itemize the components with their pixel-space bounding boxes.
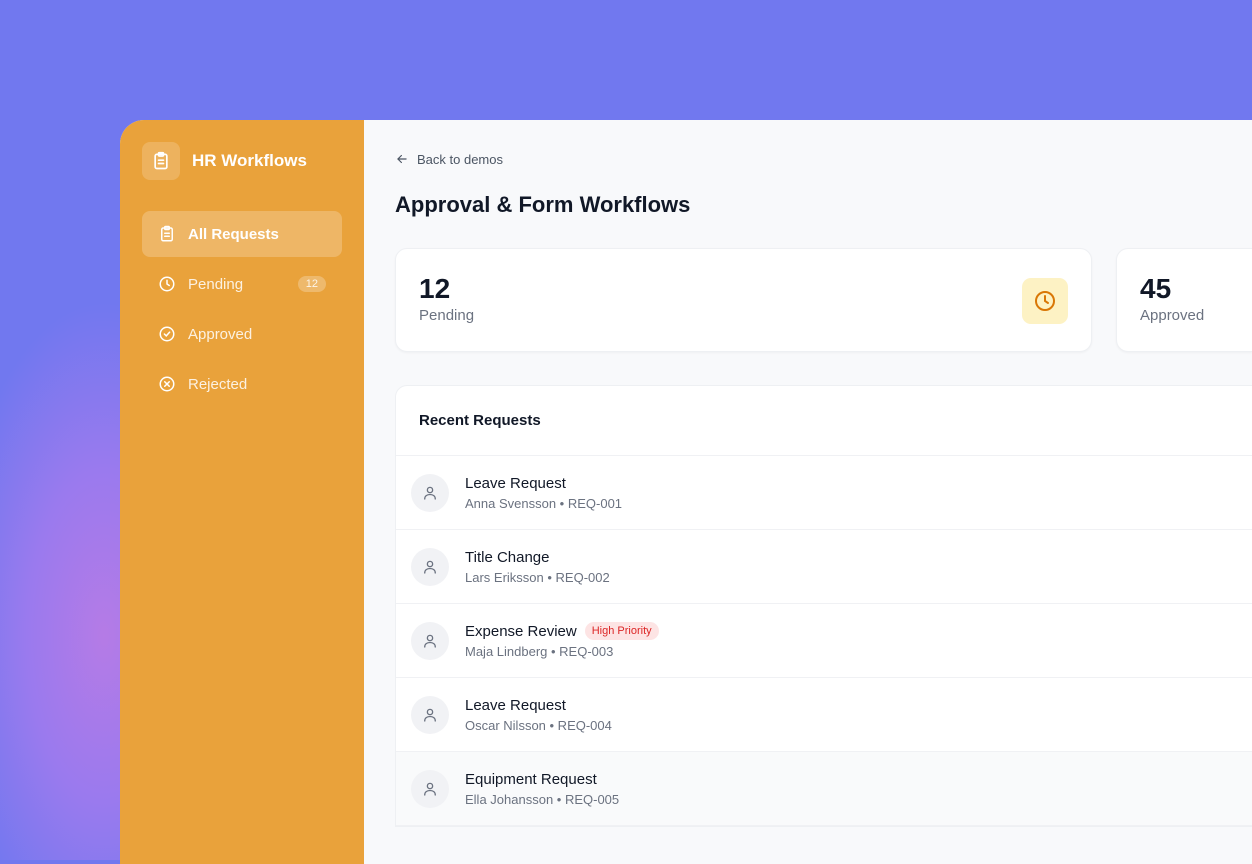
stat-label: Approved	[1140, 307, 1205, 324]
back-link-label: Back to demos	[417, 151, 503, 167]
request-row[interactable]: Expense Review High Priority Maja Lindber…	[396, 604, 1252, 678]
sidebar-item-label: Rejected	[188, 375, 248, 393]
back-link[interactable]: Back to demos	[395, 151, 1252, 167]
sidebar-item-all-requests[interactable]: All Requests	[142, 211, 342, 257]
request-row[interactable]: Leave Request Oscar Nilsson • REQ-004	[396, 678, 1252, 752]
recent-requests-card: Recent Requests Leave Request Anna Svens…	[395, 385, 1252, 827]
request-title: Leave Request	[465, 696, 566, 714]
clock-icon	[159, 276, 175, 292]
priority-badge: High Priority	[584, 622, 659, 640]
arrow-left-icon	[397, 154, 407, 164]
request-meta: Ella Johansson • REQ-005	[465, 791, 620, 807]
request-title: Title Change	[465, 548, 550, 566]
user-icon	[411, 473, 449, 512]
request-meta: Maja Lindberg • REQ-003	[465, 644, 614, 659]
sidebar-item-label: Pending	[188, 275, 244, 293]
request-meta: Anna Svensson • REQ-001	[465, 495, 623, 511]
request-row[interactable]: Title Change Lars Eriksson • REQ-002	[396, 530, 1252, 604]
stat-card-approved: 45 Approved	[1116, 248, 1252, 352]
stat-value: 12	[419, 273, 451, 304]
request-row[interactable]: Equipment Request Ella Johansson • REQ-0…	[396, 752, 1252, 826]
request-title: Expense Review	[465, 622, 577, 640]
request-title: Leave Request	[465, 474, 566, 492]
check-circle-icon	[159, 326, 175, 342]
section-title: Recent Requests	[396, 386, 1252, 456]
stat-label: Pending	[419, 307, 475, 324]
request-meta: Lars Eriksson • REQ-002	[465, 569, 610, 585]
sidebar-nav: All Requests Pending 12 Approved Rejecte…	[142, 211, 342, 407]
request-meta: Oscar Nilsson • REQ-004	[465, 717, 612, 733]
request-row[interactable]: Leave Request Anna Svensson • REQ-001	[396, 456, 1252, 530]
sidebar: HR Workflows All Requests Pending 12 App…	[120, 120, 364, 864]
user-icon	[411, 769, 449, 808]
user-icon	[411, 695, 449, 734]
app-window: HR Workflows All Requests Pending 12 App…	[120, 120, 1252, 864]
sidebar-item-rejected[interactable]: Rejected	[142, 361, 342, 407]
clipboard-icon	[161, 225, 173, 242]
main-content: Back to demos Approval & Form Workflows …	[364, 120, 1252, 864]
brand: HR Workflows	[142, 142, 342, 180]
app-title: HR Workflows	[192, 151, 307, 170]
request-title: Equipment Request	[465, 770, 597, 788]
sidebar-item-approved[interactable]: Approved	[142, 311, 342, 357]
user-icon	[411, 547, 449, 586]
stat-card-pending: 12 Pending	[395, 248, 1092, 352]
pending-count-badge: 12	[297, 276, 326, 292]
x-circle-icon	[159, 376, 175, 392]
clock-icon	[1022, 278, 1068, 324]
user-icon	[411, 621, 449, 660]
sidebar-item-pending[interactable]: Pending 12	[142, 261, 342, 307]
stat-value: 45	[1140, 273, 1172, 304]
clipboard-icon	[142, 142, 180, 180]
page-title: Approval & Form Workflows	[395, 192, 691, 217]
stats-row: 12 Pending 45 Approved	[395, 248, 1252, 352]
sidebar-item-label: Approved	[188, 325, 253, 343]
sidebar-item-label: All Requests	[188, 225, 279, 243]
